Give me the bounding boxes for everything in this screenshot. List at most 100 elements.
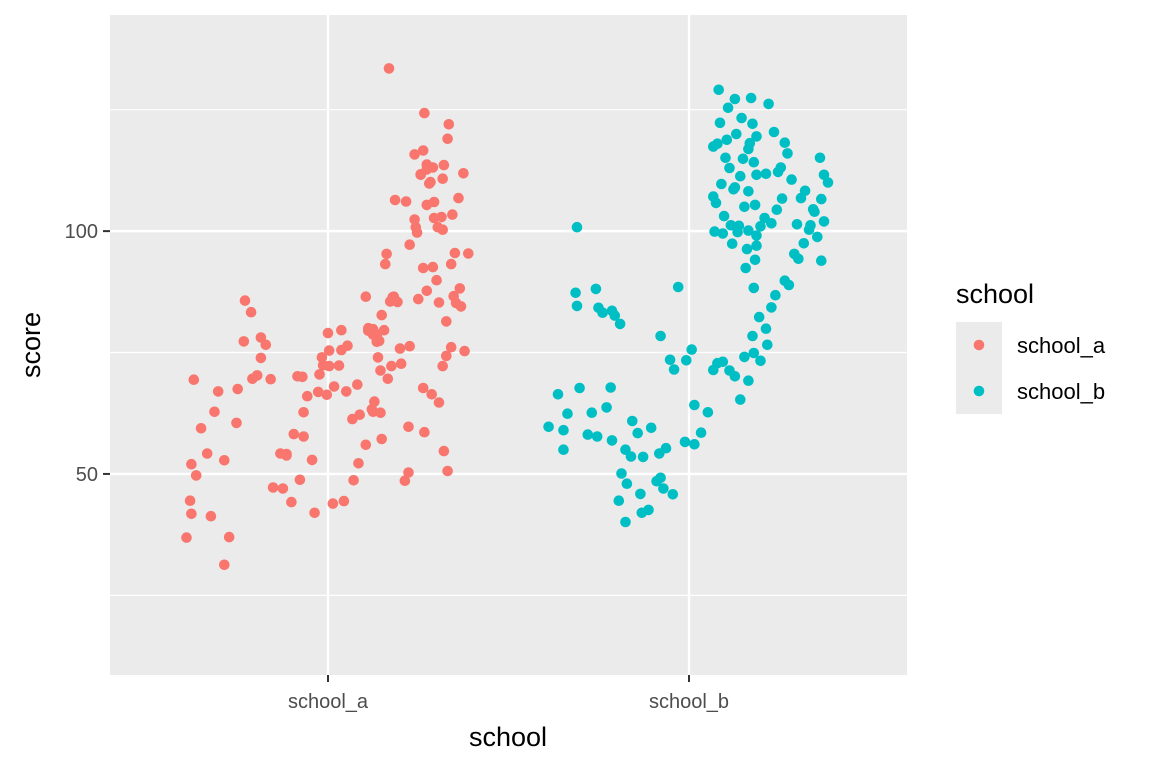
data-point-school_a <box>336 324 347 336</box>
data-point-school_b <box>724 162 735 174</box>
data-point-school_b <box>609 310 621 321</box>
data-point-school_b <box>655 330 666 342</box>
data-point-school_b <box>749 254 761 266</box>
data-point-school_a <box>431 274 442 286</box>
data-point-school_b <box>751 131 762 142</box>
data-point-school_b <box>616 468 627 479</box>
data-point-school_b <box>818 216 830 227</box>
data-point-school_a <box>403 467 414 478</box>
data-point-school_a <box>333 360 345 371</box>
data-point-school_b <box>636 507 648 519</box>
data-point-school_a <box>386 360 397 372</box>
data-point-school_b <box>570 287 581 299</box>
data-point-school_b <box>679 436 691 448</box>
data-point-school_a <box>375 365 386 376</box>
data-point-school_b <box>645 422 657 434</box>
data-point-school_a <box>442 465 453 477</box>
data-point-school_a <box>188 374 200 386</box>
data-point-school_b <box>627 415 638 427</box>
data-point-school_b <box>751 169 762 181</box>
data-point-school_b <box>735 394 746 405</box>
data-point-school_b <box>760 323 772 335</box>
data-point-school_a <box>409 149 420 160</box>
data-point-school_a <box>443 119 455 130</box>
data-point-school_a <box>195 423 207 434</box>
data-point-school_a <box>438 445 450 457</box>
data-point-school_a <box>181 532 192 543</box>
data-point-school_b <box>717 356 729 368</box>
data-point-school_a <box>433 297 445 308</box>
data-point-school_b <box>741 243 753 255</box>
data-point-school_b <box>571 221 583 233</box>
data-point-school_b <box>668 364 680 375</box>
data-point-school_b <box>621 478 633 490</box>
data-point-school_b <box>795 192 807 204</box>
data-point-school_a <box>286 496 297 508</box>
data-point-school_b <box>571 300 583 312</box>
data-point-school_a <box>403 421 414 433</box>
data-point-school_b <box>605 382 616 393</box>
data-point-school_b <box>812 231 823 243</box>
data-point-school_a <box>298 407 309 418</box>
data-point-school_a <box>265 373 277 385</box>
minor-gridlines <box>110 109 907 596</box>
data-point-school_a <box>309 507 320 519</box>
data-point-school_b <box>740 262 751 274</box>
plot-panel <box>110 15 907 675</box>
data-point-school_a <box>441 350 452 362</box>
data-point-school_a <box>232 383 243 395</box>
data-point-school_a <box>441 316 452 327</box>
data-point-school_a <box>428 196 440 208</box>
data-point-school_a <box>363 325 374 337</box>
data-point-school_b <box>748 156 760 168</box>
data-point-school_b <box>664 354 676 366</box>
data-point-school_a <box>360 291 372 303</box>
data-point-school_b <box>667 489 679 500</box>
data-point-school_a <box>255 352 267 364</box>
x-tick-label: school_a <box>288 691 369 713</box>
legend-swatch-school_a <box>973 339 985 351</box>
data-point-school_a <box>454 283 466 294</box>
data-point-school_a <box>383 63 395 74</box>
data-point-school_a <box>400 196 412 207</box>
data-point-school_a <box>453 192 464 204</box>
data-point-school_b <box>749 199 761 211</box>
data-point-school_a <box>190 470 202 481</box>
data-point-school_a <box>245 306 257 318</box>
data-point-school_b <box>620 516 631 528</box>
data-point-school_a <box>321 389 333 401</box>
data-point-school_b <box>651 475 662 487</box>
data-point-school_b <box>582 429 594 440</box>
data-point-school_b <box>591 431 603 442</box>
data-point-school_b <box>747 118 758 130</box>
data-point-school_b <box>762 339 773 351</box>
data-point-school_b <box>775 162 787 173</box>
data-point-school_a <box>382 373 394 385</box>
data-point-school_b <box>721 134 733 146</box>
data-point-school_a <box>426 389 438 400</box>
data-point-school_a <box>267 482 279 493</box>
data-point-school_a <box>314 369 325 380</box>
data-point-school_b <box>779 137 791 148</box>
data-point-school_b <box>771 204 783 215</box>
data-point-school_b <box>791 219 803 230</box>
data-point-school_b <box>625 451 637 462</box>
data-point-school_b <box>755 355 766 367</box>
data-point-school_b <box>606 435 618 446</box>
data-point-school_b <box>798 238 810 249</box>
data-point-school_a <box>360 439 372 451</box>
data-point-school_a <box>219 559 230 571</box>
data-point-school_b <box>763 98 774 110</box>
data-point-school_a <box>323 345 335 356</box>
data-point-school_b <box>562 408 573 420</box>
data-point-school_a <box>427 261 439 273</box>
data-point-school_a <box>417 262 429 274</box>
data-point-school_a <box>438 159 450 171</box>
data-point-school_b <box>805 220 816 231</box>
data-point-school_b <box>739 351 750 363</box>
data-point-school_b <box>722 102 734 114</box>
data-point-school_a <box>238 336 250 347</box>
data-point-school_b <box>737 153 749 165</box>
data-point-school_b <box>751 240 762 251</box>
data-point-school_b <box>672 281 684 293</box>
